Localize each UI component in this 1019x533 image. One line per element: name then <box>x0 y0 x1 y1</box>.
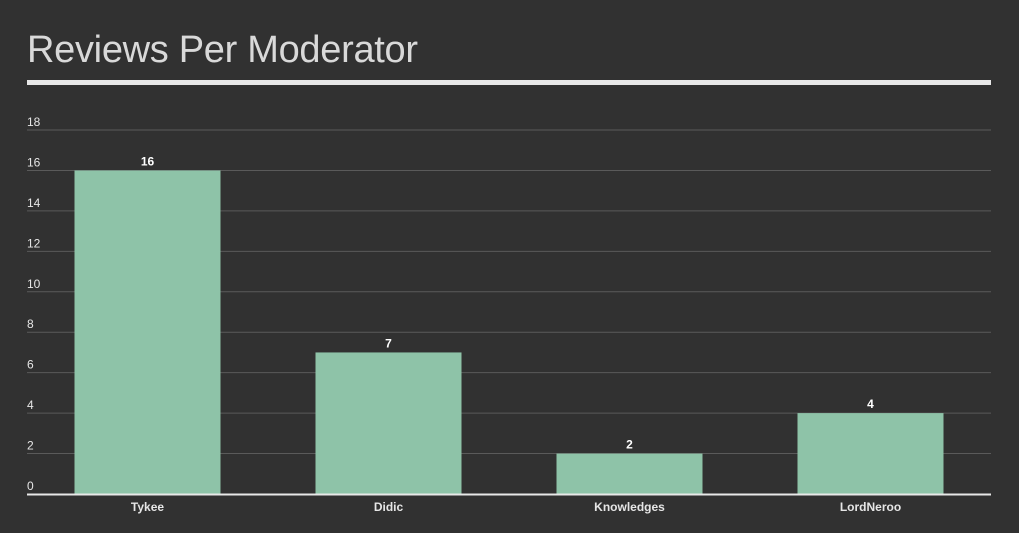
bar-data-label: 7 <box>385 336 392 350</box>
x-tick-label: LordNeroo <box>840 500 901 514</box>
y-tick-label: 0 <box>27 479 34 493</box>
bar <box>797 413 944 494</box>
bar <box>315 352 462 494</box>
bar <box>74 170 221 494</box>
y-tick-label: 14 <box>27 196 41 210</box>
y-tick-label: 8 <box>27 317 34 331</box>
y-tick-label: 16 <box>27 155 41 169</box>
x-tick-label: Didic <box>374 500 404 514</box>
y-tick-label: 4 <box>27 398 34 412</box>
bar-data-label: 16 <box>141 154 155 168</box>
title-underline <box>27 80 991 85</box>
y-tick-label: 12 <box>27 236 41 250</box>
bar-data-label: 2 <box>626 438 633 452</box>
chart-title: Reviews Per Moderator <box>27 29 418 71</box>
bar-data-label: 4 <box>867 397 874 411</box>
y-tick-label: 10 <box>27 277 41 291</box>
x-tick-label: Tykee <box>131 500 164 514</box>
bar <box>556 453 703 494</box>
y-tick-label: 2 <box>27 439 34 453</box>
y-tick-label: 6 <box>27 358 34 372</box>
y-tick-label: 18 <box>27 115 41 129</box>
x-tick-label: Knowledges <box>594 500 665 514</box>
